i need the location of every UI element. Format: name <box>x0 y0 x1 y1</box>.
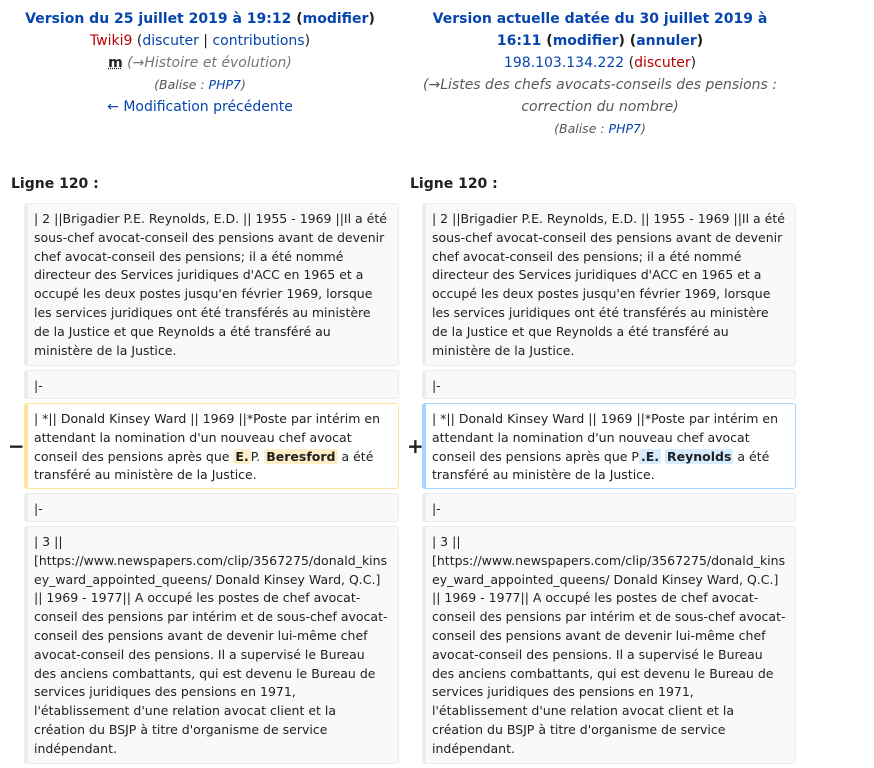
added-word: Reynolds <box>665 448 734 464</box>
context-cell-new: |- <box>422 370 796 399</box>
old-edit-summary[interactable]: (→Histoire et évolution) <box>127 55 292 71</box>
old-revision-header: Version du 25 juillet 2019 à 19:12 (modi… <box>0 8 400 118</box>
new-line-number: Ligne 120 : <box>410 176 498 192</box>
tag-label: Balise : <box>559 121 609 136</box>
old-revision-title: Version du 25 juillet 2019 à 19:12 (modi… <box>25 11 375 27</box>
summary-line-1[interactable]: (→Listes des chefs avocats-conseils des … <box>423 77 777 93</box>
added-text: | *|| Donald Kinsey Ward || 1969 ||*Post… <box>432 411 779 464</box>
new-revision-time-link[interactable]: 16:11 <box>496 33 542 49</box>
undo-link[interactable]: annuler <box>636 33 697 49</box>
new-tag-link[interactable]: PHP7 <box>608 121 641 136</box>
new-user-line: 198.103.134.222 (discuter) <box>503 55 697 71</box>
context-cell-old: |- <box>24 370 399 399</box>
context-cell-new: | 2 ||Brigadier P.E. Reynolds, E.D. || 1… <box>422 203 796 366</box>
context-cell-old: | 3 || [https://www.newspapers.com/clip/… <box>24 526 399 764</box>
previous-edit-link[interactable]: ← Modification précédente <box>107 99 293 115</box>
old-user-talk-link[interactable]: discuter <box>142 33 199 49</box>
new-edit-link[interactable]: modifier <box>552 33 619 49</box>
deleted-text: a été transféré au ministère de la Justi… <box>34 448 374 483</box>
added-line-marker: + <box>407 434 424 458</box>
old-user-line: Twiki9 (discuter | contributions) <box>89 33 311 49</box>
old-summary-line: m (→Histoire et évolution) <box>0 52 400 74</box>
deleted-text: | *|| Donald Kinsey Ward || 1969 ||*Post… <box>34 411 381 464</box>
summary-line-2: correction du nombre) <box>521 99 679 115</box>
separator: | <box>203 33 208 49</box>
old-line-number: Ligne 120 : <box>11 176 99 192</box>
tag-label: Balise : <box>159 77 209 92</box>
new-revision-date-link[interactable]: Version actuelle datée du 30 juillet 201… <box>432 11 768 27</box>
old-user-link[interactable]: Twiki9 <box>89 33 133 49</box>
new-revision-header: Version actuelle datée du 30 juillet 201… <box>400 8 800 140</box>
deleted-word: Beresford <box>264 448 338 464</box>
new-edit-summary: (→Listes des chefs avocats-conseils des … <box>400 74 800 118</box>
context-cell-old: | 2 ||Brigadier P.E. Reynolds, E.D. || 1… <box>24 203 399 366</box>
ip-talk-link[interactable]: discuter <box>634 55 691 71</box>
old-tag-link[interactable]: PHP7 <box>208 77 241 92</box>
minor-edit-marker: m <box>108 55 123 71</box>
new-tag-line: (Balise : PHP7) <box>554 121 646 136</box>
added-text: a été transféré au ministère de la Justi… <box>432 448 770 483</box>
added-line-cell: | *|| Donald Kinsey Ward || 1969 ||*Post… <box>422 403 796 489</box>
old-revision-date-link[interactable]: Version du 25 juillet 2019 à 19:12 <box>25 11 292 27</box>
deleted-text: P. <box>250 448 265 464</box>
added-word: .E. <box>638 448 662 464</box>
old-user-contribs-link[interactable]: contributions <box>212 33 305 49</box>
context-cell-old: |- <box>24 493 399 522</box>
new-revision-title: Version actuelle datée du 30 juillet 201… <box>432 11 768 49</box>
ip-user-link[interactable]: 198.103.134.222 <box>503 55 625 71</box>
old-tag-line: (Balise : PHP7) <box>154 77 246 92</box>
context-cell-new: | 3 || [https://www.newspapers.com/clip/… <box>422 526 796 764</box>
deleted-line-cell: | *|| Donald Kinsey Ward || 1969 ||*Post… <box>24 403 399 489</box>
context-cell-new: |- <box>422 493 796 522</box>
old-edit-link[interactable]: modifier <box>302 11 369 27</box>
deleted-word: E. <box>233 448 251 464</box>
deleted-line-marker: − <box>8 434 25 458</box>
